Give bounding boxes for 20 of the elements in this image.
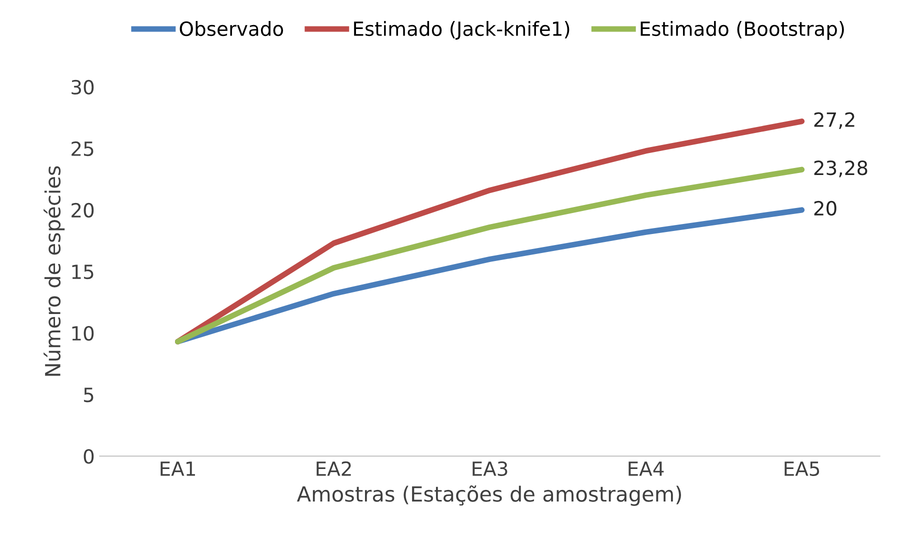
x-axis-title: Amostras (Estações de amostragem) — [296, 485, 681, 506]
legend-label: Observado — [180, 21, 284, 36]
y-tick-label: 0 — [84, 449, 94, 464]
legend-label: Estimado (Jack-knife1) — [354, 21, 570, 40]
y-tick-label: 5 — [84, 388, 94, 402]
x-tick-label: EA5 — [784, 462, 820, 476]
data-label: 23,28 — [814, 160, 868, 178]
legend-label: Estimado (Bootstrap) — [640, 21, 844, 40]
y-tick-label: 15 — [72, 264, 94, 280]
data-label: 20 — [814, 200, 836, 216]
y-tick-label: 30 — [72, 80, 94, 95]
y-tick-label: 20 — [72, 202, 94, 218]
x-tick-label: EA4 — [628, 462, 664, 476]
x-tick-label: EA1 — [160, 462, 195, 476]
y-tick-label: 10 — [72, 326, 94, 341]
y-tick-label: 25 — [72, 141, 94, 156]
x-tick-label: EA2 — [316, 461, 351, 476]
data-label: 27,2 — [814, 112, 854, 129]
x-tick-label: EA3 — [472, 461, 508, 476]
y-axis-title: Número de espécies — [44, 166, 65, 376]
